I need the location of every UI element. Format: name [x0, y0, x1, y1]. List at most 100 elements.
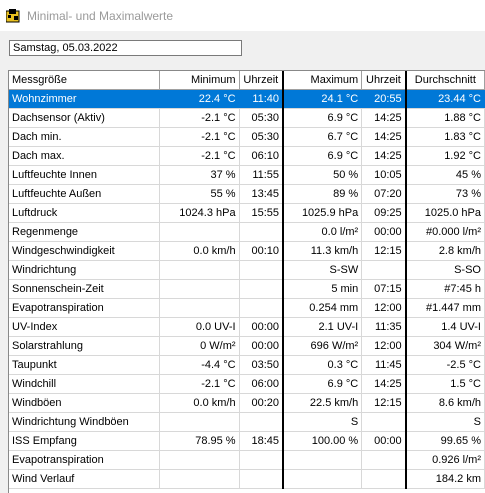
cell-minimum	[159, 222, 240, 242]
table-row[interactable]: Windrichtung Windböen S S	[9, 412, 485, 432]
cell-maximum: S	[283, 412, 363, 432]
cell-average: 184.2 km	[405, 469, 485, 489]
cell-minimum: 0.0 km/h	[159, 393, 240, 413]
cell-minimum	[159, 469, 240, 489]
cell-maximum: 11.3 km/h	[283, 241, 363, 261]
cell-min-time: 06:00	[239, 374, 285, 394]
values-table[interactable]: Messgröße Minimum Uhrzeit Maximum Uhrzei…	[8, 70, 485, 493]
table-row[interactable]: Windgeschwindigkeit 0.0 km/h 00:10 11.3 km/…	[9, 241, 485, 261]
table-row[interactable]: ISS Empfang 78.95 % 18:45 100.00 % 00:00 99.6…	[9, 431, 485, 451]
cell-average: #0.000 l/m²	[405, 222, 485, 242]
cell-average: 1.83 °C	[405, 127, 485, 147]
cell-min-time: 11:55	[239, 165, 285, 185]
cell-minimum: 37 %	[159, 165, 240, 185]
table-row[interactable]: Luftdruck 1024.3 hPa 15:55 1025.9 hPa 09:25 1…	[9, 203, 485, 223]
table-row[interactable]: UV-Index 0.0 UV-I 00:00 2.1 UV-I 11:35 1.4 UV…	[9, 317, 485, 337]
cell-average: 1.5 °C	[405, 374, 485, 394]
cell-average: 1.4 UV-I	[405, 317, 485, 337]
cell-min-time: 05:30	[239, 127, 285, 147]
table-row[interactable]: Dach max. -2.1 °C 06:10 6.9 °C 14:25 1.92 °C	[9, 146, 485, 166]
cell-name: Dach max.	[9, 146, 160, 166]
cell-name: Luftfeuchte Innen	[9, 165, 160, 185]
cell-min-time: 05:30	[239, 108, 285, 128]
table-row[interactable]: Dachsensor (Aktiv) -2.1 °C 05:30 6.9 °C 14:2…	[9, 108, 485, 128]
cell-name: ISS Empfang	[9, 431, 160, 451]
table-row[interactable]: Wind Verlauf 184.2 km	[9, 469, 485, 489]
cell-name: Windrichtung	[9, 260, 160, 280]
cell-max-time: 00:00	[361, 222, 407, 242]
cell-minimum: 0.0 km/h	[159, 241, 240, 261]
cell-min-time	[239, 412, 285, 432]
header-max-time[interactable]: Uhrzeit	[361, 71, 407, 90]
table-row[interactable]: Windchill -2.1 °C 06:00 6.9 °C 14:25 1.5 °C	[9, 374, 485, 394]
cell-name: Taupunkt	[9, 355, 160, 375]
table-row[interactable]: Windrichtung S-SW S-SO	[9, 260, 485, 280]
cell-name: Evapotranspiration	[9, 450, 160, 470]
cell-max-time: 11:35	[361, 317, 407, 337]
table-row[interactable]: Solarstrahlung 0 W/m² 00:00 696 W/m² 12:00 30…	[9, 336, 485, 356]
header-maximum[interactable]: Maximum	[283, 71, 363, 90]
cell-name: Sonnenschein-Zeit	[9, 279, 160, 299]
cell-average: S	[405, 412, 485, 432]
cell-max-time: 14:25	[361, 127, 407, 147]
cell-maximum: 89 %	[283, 184, 363, 204]
cell-minimum: -2.1 °C	[159, 108, 240, 128]
header-min-time[interactable]: Uhrzeit	[239, 71, 285, 90]
window-title: Minimal- und Maximalwerte	[27, 9, 174, 23]
cell-name: Wohnzimmer	[9, 89, 160, 109]
cell-min-time	[239, 222, 285, 242]
cell-average: #7:45 h	[405, 279, 485, 299]
cell-average: 99.65 %	[405, 431, 485, 451]
cell-minimum	[159, 412, 240, 432]
cell-max-time	[361, 260, 407, 280]
cell-minimum: 1024.3 hPa	[159, 203, 240, 223]
cell-min-time: 15:55	[239, 203, 285, 223]
cell-maximum: 696 W/m²	[283, 336, 363, 356]
cell-average: 45 %	[405, 165, 485, 185]
table-row[interactable]: Luftfeuchte Innen 37 % 11:55 50 % 10:05 45 %	[9, 165, 485, 185]
cell-maximum: 50 %	[283, 165, 363, 185]
cell-minimum: -2.1 °C	[159, 127, 240, 147]
cell-maximum: 24.1 °C	[283, 89, 363, 109]
header-average[interactable]: Durchschnitt	[405, 71, 485, 90]
cell-minimum	[159, 450, 240, 470]
table-row[interactable]: Luftfeuchte Außen 55 % 13:45 89 % 07:20 73 %	[9, 184, 485, 204]
table-row[interactable]: Regenmenge 0.0 l/m² 00:00 #0.000 l/m²	[9, 222, 485, 242]
header-minimum[interactable]: Minimum	[159, 71, 240, 90]
cell-min-time	[239, 469, 285, 489]
table-row[interactable]: Dach min. -2.1 °C 05:30 6.7 °C 14:25 1.83 °C	[9, 127, 485, 147]
cell-minimum: 0 W/m²	[159, 336, 240, 356]
cell-maximum: 6.9 °C	[283, 108, 363, 128]
cell-average: 1.92 °C	[405, 146, 485, 166]
cell-name: Windgeschwindigkeit	[9, 241, 160, 261]
table-row[interactable]: Taupunkt -4.4 °C 03:50 0.3 °C 11:45 -2.5 °C	[9, 355, 485, 375]
table-row[interactable]: Wohnzimmer 22.4 °C 11:40 24.1 °C 20:55 23.44 …	[9, 89, 485, 109]
date-field[interactable]: Samstag, 05.03.2022	[9, 40, 242, 56]
cell-max-time: 14:25	[361, 374, 407, 394]
cell-average: 1025.0 hPa	[405, 203, 485, 223]
cell-maximum	[283, 450, 363, 470]
header-name[interactable]: Messgröße	[9, 71, 160, 90]
cell-max-time: 10:05	[361, 165, 407, 185]
cell-name: Windböen	[9, 393, 160, 413]
app-icon	[6, 9, 20, 23]
cell-minimum: -4.4 °C	[159, 355, 240, 375]
cell-minimum: 55 %	[159, 184, 240, 204]
cell-name: Evapotranspiration	[9, 298, 160, 318]
cell-max-time: 07:20	[361, 184, 407, 204]
cell-name: Dachsensor (Aktiv)	[9, 108, 160, 128]
cell-min-time: 13:45	[239, 184, 285, 204]
table-row[interactable]: Evapotranspiration 0.254 mm 12:00 #1.447 mm	[9, 298, 485, 318]
cell-max-time: 12:00	[361, 298, 407, 318]
table-row[interactable]: Sonnenschein-Zeit 5 min 07:15 #7:45 h	[9, 279, 485, 299]
cell-name: Dach min.	[9, 127, 160, 147]
cell-max-time: 09:25	[361, 203, 407, 223]
cell-average: 304 W/m²	[405, 336, 485, 356]
cell-name: Solarstrahlung	[9, 336, 160, 356]
cell-min-time: 00:00	[239, 336, 285, 356]
table-row[interactable]: Evapotranspiration 0.926 l/m²	[9, 450, 485, 470]
cell-minimum: -2.1 °C	[159, 374, 240, 394]
cell-max-time	[361, 469, 407, 489]
cell-average: #1.447 mm	[405, 298, 485, 318]
table-row[interactable]: Windböen 0.0 km/h 00:20 22.5 km/h 12:15 8.6 k…	[9, 393, 485, 413]
